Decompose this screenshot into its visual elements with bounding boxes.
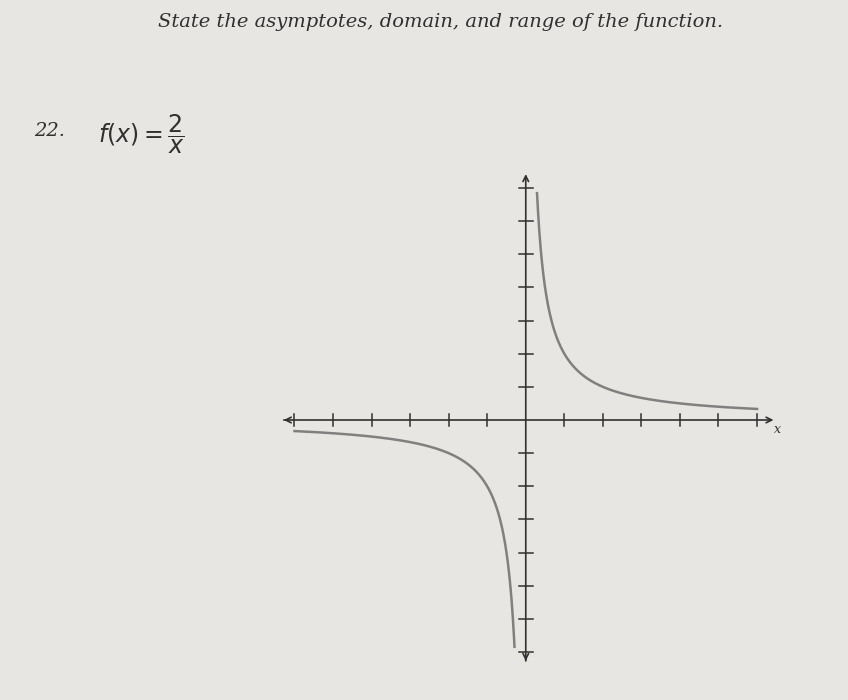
Text: State the asymptotes, domain, and range of the function.: State the asymptotes, domain, and range … — [159, 13, 723, 32]
Text: 22.: 22. — [34, 122, 65, 140]
Text: x: x — [773, 423, 780, 436]
Text: $f(x) = \dfrac{2}{x}$: $f(x) = \dfrac{2}{x}$ — [98, 113, 184, 156]
